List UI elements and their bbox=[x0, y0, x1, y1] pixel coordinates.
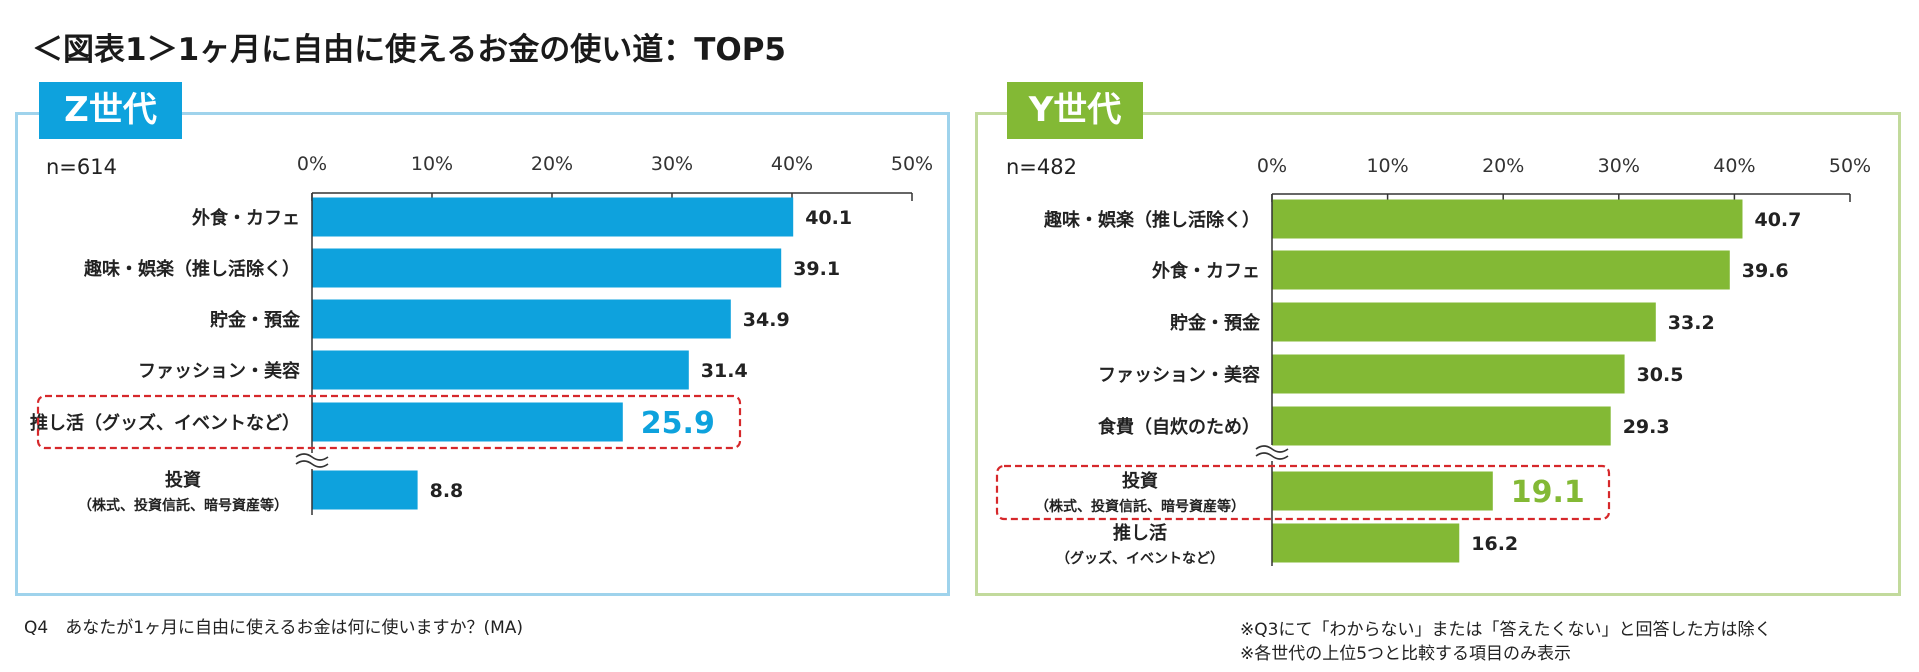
data-label: 29.3 bbox=[1623, 416, 1670, 438]
data-label: 16.2 bbox=[1471, 533, 1518, 555]
axis-break-mark bbox=[295, 460, 329, 468]
category-sublabel: （株式、投資信託、暗号資産等） bbox=[1035, 498, 1245, 515]
category-label: ファッション・美容 bbox=[138, 360, 300, 382]
tick-label: 20% bbox=[531, 153, 573, 175]
category-label: 推し活（グッズ、イベントなど） bbox=[30, 412, 300, 434]
z-generation-panel bbox=[15, 112, 950, 596]
bar bbox=[1272, 523, 1460, 563]
data-label: 30.5 bbox=[1637, 364, 1684, 386]
category-label: 食費（自炊のため） bbox=[1097, 416, 1260, 438]
tick-label: 40% bbox=[1713, 155, 1755, 177]
category-label: 外食・カフェ bbox=[1152, 260, 1260, 282]
y-generation-panel bbox=[975, 112, 1901, 596]
data-label: 39.6 bbox=[1742, 260, 1789, 282]
tick-label: 0% bbox=[297, 153, 327, 175]
data-label: 8.8 bbox=[430, 480, 464, 502]
category-label: 貯金・預金 bbox=[210, 309, 301, 331]
category-label: 趣味・娯楽（推し活除く） bbox=[1043, 209, 1260, 231]
z-sample-size: n=614 bbox=[46, 155, 117, 179]
category-label: 投資 bbox=[1122, 470, 1158, 492]
bar bbox=[312, 470, 418, 510]
z-generation-tab: Z世代 bbox=[39, 82, 182, 139]
question-footnote: Q4 あなたが1ヶ月に自由に使えるお金は何に使いますか？(MA) bbox=[24, 618, 524, 638]
category-label: 投資 bbox=[165, 469, 201, 491]
tick-label: 10% bbox=[1366, 155, 1408, 177]
tick-label: 10% bbox=[411, 153, 453, 175]
category-label: 外食・カフェ bbox=[192, 207, 300, 229]
data-label: 40.7 bbox=[1754, 209, 1801, 231]
data-label: 19.1 bbox=[1511, 475, 1585, 510]
highlight-box bbox=[36, 394, 742, 450]
category-sublabel: （グッズ、イベントなど） bbox=[1056, 550, 1224, 567]
data-label: 25.9 bbox=[641, 406, 715, 441]
exclusion-note: ※Q3にて「わからない」または「答えたくない」と回答した方は除く bbox=[1240, 620, 1772, 640]
tick-label: 20% bbox=[1482, 155, 1524, 177]
bar bbox=[1272, 250, 1730, 290]
category-label: 推し活 bbox=[1113, 522, 1167, 544]
tick-label: 50% bbox=[891, 153, 933, 175]
axis-break-mark bbox=[295, 453, 329, 461]
axis-break-mark bbox=[1255, 452, 1289, 460]
y-sample-size: n=482 bbox=[1006, 155, 1077, 179]
tick-label: 0% bbox=[1257, 155, 1287, 177]
bar bbox=[312, 197, 794, 237]
highlight-box bbox=[995, 464, 1611, 521]
bar bbox=[1272, 199, 1743, 239]
display-note: ※各世代の上位5つと比較する項目のみ表示 bbox=[1240, 644, 1572, 664]
category-label: 趣味・娯楽（推し活除く） bbox=[83, 258, 300, 280]
bar bbox=[312, 299, 731, 339]
bar bbox=[312, 248, 782, 288]
bar bbox=[1272, 354, 1625, 394]
axis-break-mark bbox=[1255, 445, 1289, 453]
category-sublabel: （株式、投資信託、暗号資産等） bbox=[78, 497, 288, 514]
bar bbox=[1272, 406, 1611, 446]
tick-label: 50% bbox=[1829, 155, 1871, 177]
page-title: ＜図表1＞1ヶ月に自由に使えるお金の使い道：TOP5 bbox=[32, 32, 786, 68]
bar bbox=[312, 350, 689, 390]
y-generation-tab: Y世代 bbox=[1007, 82, 1143, 139]
data-label: 34.9 bbox=[743, 309, 790, 331]
tick-label: 40% bbox=[771, 153, 813, 175]
data-label: 31.4 bbox=[701, 360, 748, 382]
category-label: 貯金・預金 bbox=[1170, 312, 1261, 334]
tick-label: 30% bbox=[651, 153, 693, 175]
data-label: 39.1 bbox=[793, 258, 840, 280]
data-label: 33.2 bbox=[1668, 312, 1715, 334]
bar bbox=[1272, 302, 1656, 342]
y-generation-bar-chart: 0% 10% 20% 30% 40% 50% 40.7 趣味・娯楽（推し活除く） 39.6 外食・… bbox=[995, 155, 1871, 567]
tick-label: 30% bbox=[1598, 155, 1640, 177]
data-label: 40.1 bbox=[805, 207, 852, 229]
z-generation-bar-chart: 0% 10% 20% 30% 40% 50% 40.1 外食・カフェ 39.1 趣味・娯楽（推し活… bbox=[30, 153, 933, 515]
bar bbox=[1272, 471, 1493, 511]
category-label: ファッション・美容 bbox=[1098, 364, 1260, 386]
bar bbox=[312, 402, 623, 442]
